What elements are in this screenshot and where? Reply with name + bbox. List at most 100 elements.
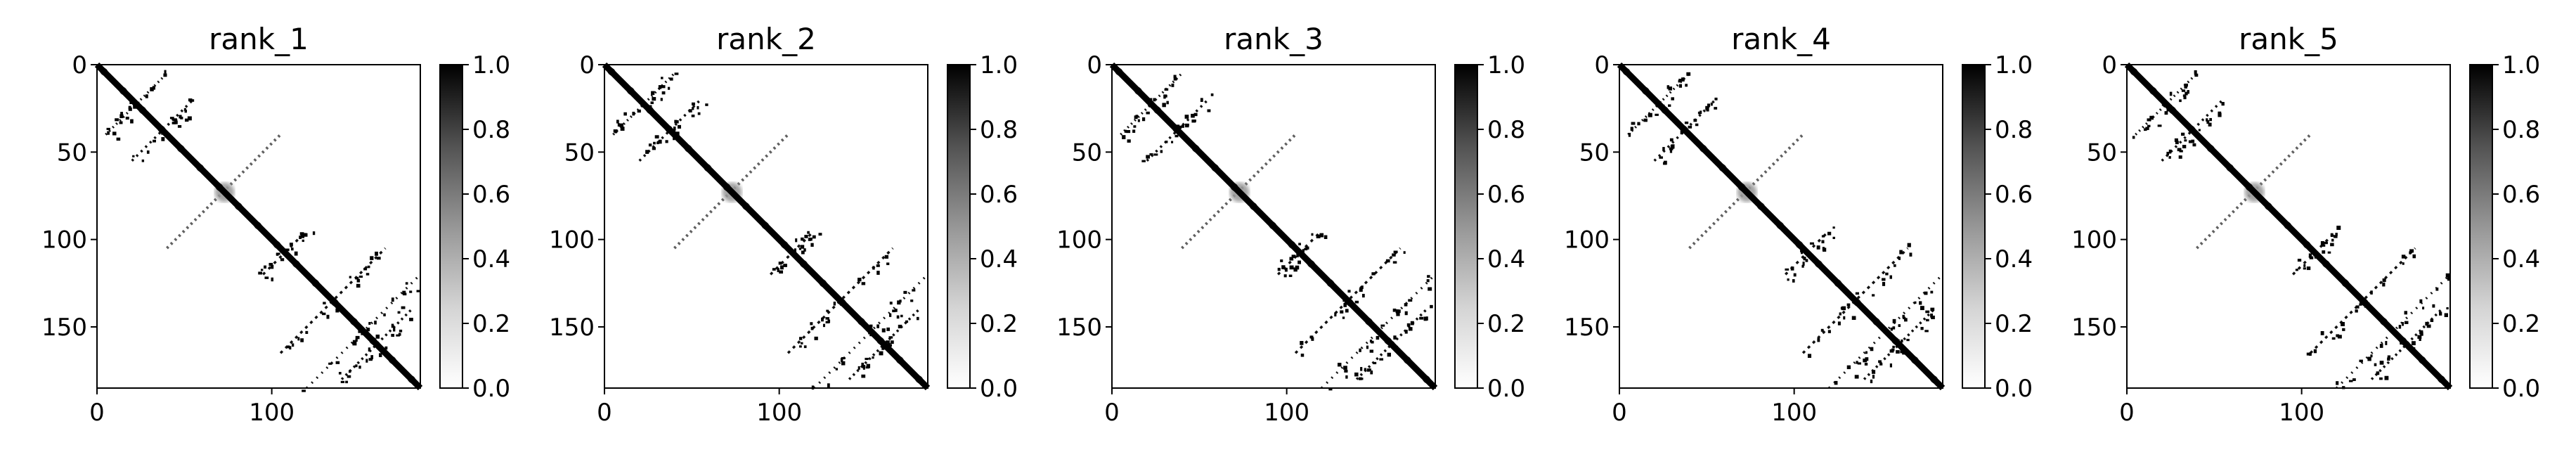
contact-speck	[1882, 278, 1886, 281]
diagonal-bead	[2437, 375, 2446, 384]
contact-speck	[814, 336, 818, 340]
contact-speck	[1134, 115, 1138, 120]
contact-speck	[1137, 119, 1140, 122]
contact-speck	[2398, 325, 2402, 329]
contact-speck	[1902, 314, 1905, 318]
contact-speck	[2422, 307, 2425, 310]
diagonal-bead	[626, 86, 635, 96]
y-tick-label: 100	[1056, 226, 1102, 254]
colorbar-tick-label: 0.2	[2502, 310, 2540, 338]
contact-speck	[1323, 235, 1328, 239]
contact-speck	[1371, 340, 1374, 344]
contact-speck	[1277, 267, 1281, 271]
diagonal-bead	[876, 336, 885, 345]
contact-speck	[356, 278, 361, 283]
contact-speck	[1425, 316, 1428, 321]
contact-speck	[2297, 259, 2302, 262]
contact-speck	[292, 343, 295, 347]
contact-speck	[1369, 340, 1373, 343]
contact-speck	[1319, 233, 1324, 238]
contact-speck	[1832, 236, 1835, 240]
panel-title: rank_5	[2239, 22, 2338, 56]
contact-speck	[1817, 338, 1820, 342]
contact-speck	[1930, 314, 1933, 318]
contact-speck	[1822, 247, 1825, 251]
contact-speck	[632, 111, 635, 116]
diagonal-bead	[742, 202, 751, 211]
y-tick-label: 100	[2071, 226, 2117, 254]
colorbar-tick-label: 0.2	[1995, 310, 2033, 338]
contact-speck	[857, 366, 860, 370]
contact-speck	[1354, 300, 1359, 304]
panel-title: rank_3	[1224, 22, 1323, 56]
contact-speck	[2331, 337, 2336, 340]
heatmap-plot	[1109, 62, 1438, 391]
diagonal-bead	[330, 298, 339, 307]
contact-speck	[772, 268, 776, 271]
contact-speck	[857, 278, 862, 282]
contact-speck	[888, 336, 893, 339]
contact-speck	[1792, 279, 1795, 283]
contact-speck	[1659, 156, 1663, 159]
contact-speck	[1637, 122, 1640, 126]
contact-speck	[912, 289, 916, 292]
contact-speck	[800, 245, 805, 249]
contact-speck	[1207, 109, 1211, 112]
contact-speck	[1870, 347, 1874, 352]
colorbar-tick-label: 0.6	[472, 181, 510, 209]
contact-speck	[268, 262, 273, 266]
contact-speck	[1920, 327, 1924, 330]
diagonal-bead	[1403, 356, 1412, 365]
diagonal-bead	[1929, 375, 1939, 384]
contact-speck	[356, 283, 361, 288]
contact-speck	[391, 323, 394, 328]
contact-speck	[833, 302, 836, 306]
contact-speck	[416, 290, 421, 292]
contact-speck	[184, 118, 189, 122]
contact-speck	[1406, 323, 1411, 327]
contact-speck	[821, 317, 824, 322]
contact-speck	[2402, 262, 2405, 265]
contact-speck	[409, 318, 413, 321]
contact-speck	[1930, 290, 1934, 294]
contact-speck	[1146, 155, 1149, 158]
contact-speck	[1376, 335, 1380, 340]
diagonal-bead	[368, 336, 377, 345]
diagonal-bead	[1775, 221, 1785, 230]
contact-speck	[1864, 363, 1868, 366]
y-tick-label: 50	[1072, 138, 1102, 167]
contact-speck	[150, 87, 154, 91]
contact-speck	[872, 356, 874, 359]
contact-speck	[798, 247, 802, 250]
contact-speck	[1628, 132, 1631, 137]
contact-speck	[2401, 254, 2406, 259]
diagonal-bead	[1795, 240, 1804, 250]
contact-speck	[651, 91, 655, 96]
diagonal-bead	[273, 240, 282, 250]
contact-speck	[375, 251, 378, 256]
contact-speck	[1124, 129, 1127, 133]
contact-speck	[1669, 147, 1674, 150]
contact-speck	[1890, 327, 1893, 331]
contact-speck	[391, 297, 394, 302]
contact-speck	[1358, 377, 1362, 380]
contact-speck	[370, 256, 374, 260]
contact-speck	[1837, 321, 1841, 326]
contact-speck	[1283, 274, 1287, 278]
contact-strand	[2161, 98, 2224, 162]
contact-speck	[1184, 123, 1189, 128]
contact-speck	[1668, 104, 1671, 107]
contact-speck	[2379, 344, 2383, 348]
diagonal-bead	[388, 356, 397, 365]
contact-speck	[2445, 273, 2450, 278]
contact-speck	[347, 375, 351, 378]
contact-speck	[2370, 354, 2373, 358]
contact-speck	[1925, 310, 1930, 314]
colorbar-tick-label: 0.0	[2502, 375, 2540, 403]
contact-speck	[653, 141, 656, 145]
contact-speck	[807, 231, 810, 234]
contact-speck	[2132, 136, 2135, 139]
contact-speck	[1132, 129, 1136, 133]
y-tick-label: 150	[1564, 314, 1610, 342]
